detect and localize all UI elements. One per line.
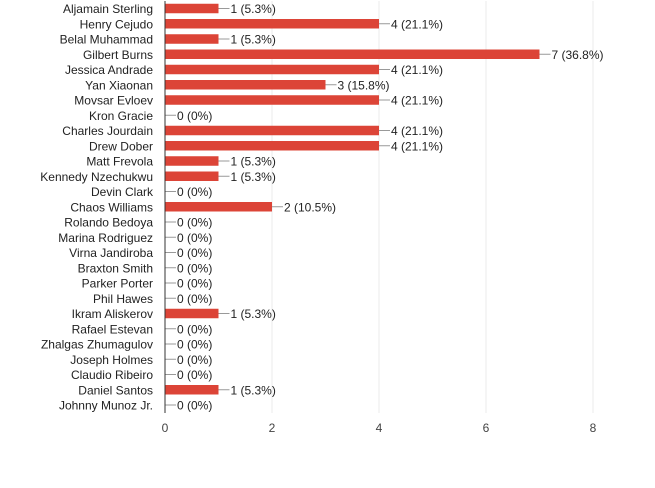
- y-category-label: Marina Rodriguez: [58, 231, 153, 245]
- data-label: 0 (0%): [177, 246, 212, 260]
- bar: [165, 19, 379, 29]
- bar: [165, 308, 219, 319]
- bar: [165, 64, 379, 75]
- bar: [165, 141, 379, 151]
- y-category-label: Movsar Evloev: [74, 94, 153, 108]
- bar: [165, 80, 326, 90]
- y-category-label: Chaos Williams: [70, 200, 153, 214]
- y-category-label: Aljamain Sterling: [63, 2, 153, 16]
- y-category-label: Yan Xiaonan: [85, 78, 153, 92]
- y-category-label: Drew Dober: [89, 139, 153, 153]
- y-category-label: Claudio Ribeiro: [71, 368, 153, 382]
- bar: [165, 125, 379, 136]
- bar: [165, 202, 272, 212]
- data-label: 1 (5.3%): [231, 155, 276, 169]
- y-category-label: Johnny Munoz Jr.: [59, 399, 153, 413]
- data-label: 2 (10.5%): [284, 200, 336, 214]
- data-label: 0 (0%): [177, 185, 212, 199]
- data-label: 0 (0%): [177, 231, 212, 245]
- bar: [165, 49, 540, 59]
- y-category-label: Parker Porter: [82, 277, 153, 291]
- x-tick-label: 6: [483, 421, 490, 435]
- data-label: 4 (21.1%): [391, 63, 443, 77]
- y-category-label: Braxton Smith: [78, 261, 153, 275]
- data-label: 0 (0%): [177, 322, 212, 336]
- y-category-label: Devin Clark: [91, 185, 154, 199]
- bar: [165, 171, 219, 181]
- y-category-label: Kron Gracie: [89, 109, 153, 123]
- y-category-label: Charles Jourdain: [62, 124, 153, 138]
- y-category-label: Matt Frevola: [86, 155, 153, 169]
- bar: [165, 95, 379, 105]
- data-label: 4 (21.1%): [391, 94, 443, 108]
- data-label: 4 (21.1%): [391, 17, 443, 31]
- data-label: 1 (5.3%): [231, 2, 276, 16]
- data-label: 7 (36.8%): [552, 48, 604, 62]
- y-category-label: Ikram Aliskerov: [72, 307, 153, 321]
- data-label: 4 (21.1%): [391, 124, 443, 138]
- y-category-label: Phil Hawes: [93, 292, 153, 306]
- bar: [165, 156, 219, 166]
- data-label: 3 (15.8%): [338, 78, 390, 92]
- x-tick-label: 8: [590, 421, 597, 435]
- x-tick-label: 0: [162, 421, 169, 435]
- x-tick-label: 2: [269, 421, 276, 435]
- y-category-label: Henry Cejudo: [80, 17, 154, 31]
- data-label: 0 (0%): [177, 261, 212, 275]
- y-category-label: Zhalgas Zhumagulov: [41, 338, 153, 352]
- bars-layer: 1 (5.3%) 4 (21.1%) 1 (5.3%) 7 (36.8%) 4 (21.…: [165, 2, 604, 413]
- data-label: 1 (5.3%): [231, 307, 276, 321]
- y-category-label: Rolando Bedoya: [64, 216, 153, 230]
- data-label: 0 (0%): [177, 338, 212, 352]
- data-label: 0 (0%): [177, 292, 212, 306]
- y-category-label: Jessica Andrade: [65, 63, 153, 77]
- data-label: 1 (5.3%): [231, 170, 276, 184]
- y-category-label: Daniel Santos: [78, 383, 153, 397]
- data-label: 0 (0%): [177, 277, 212, 291]
- bar: [165, 34, 219, 44]
- y-category-label: Rafael Estevan: [72, 322, 153, 336]
- data-label: 1 (5.3%): [231, 383, 276, 397]
- y-category-label: Belal Muhammad: [60, 33, 153, 47]
- y-category-label: Gilbert Burns: [83, 48, 153, 62]
- data-label: 0 (0%): [177, 353, 212, 367]
- bar: [165, 385, 219, 395]
- data-label: 0 (0%): [177, 216, 212, 230]
- data-label: 0 (0%): [177, 109, 212, 123]
- y-category-label: Virna Jandiroba: [69, 246, 153, 260]
- data-label: 1 (5.3%): [231, 33, 276, 47]
- data-label: 0 (0%): [177, 368, 212, 382]
- data-label: 0 (0%): [177, 399, 212, 413]
- y-category-label: Joseph Holmes: [70, 353, 153, 367]
- bar: [165, 3, 219, 14]
- y-category-label: Kennedy Nzechukwu: [40, 170, 153, 184]
- x-tick-label: 4: [376, 421, 383, 435]
- data-label: 4 (21.1%): [391, 139, 443, 153]
